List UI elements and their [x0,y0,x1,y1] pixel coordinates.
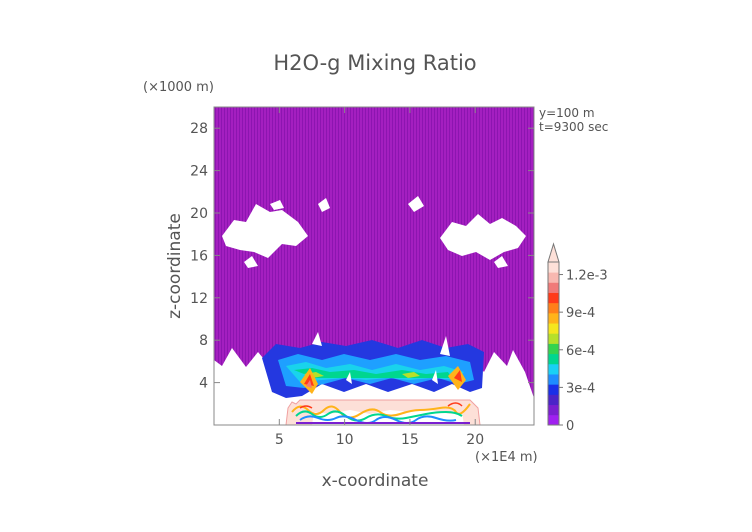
colorbar-tick-label: 6e-4 [566,344,595,359]
upper-moist-layer [214,107,534,398]
colorbar-extend-arrow [547,242,560,263]
colorbar-tick-label: 0 [566,419,574,434]
y-tick-label: 12 [190,291,208,307]
chart-title: H2O-g Mixing Ratio [273,51,476,75]
y-axis-label: z-coordinate [165,213,185,319]
colorbar-tick-label: 1.2e-3 [566,269,608,284]
x-tick-label: 20 [466,432,484,448]
x-axis-label: x-coordinate [322,471,429,491]
colorbar-swatch [548,282,559,293]
colorbar-swatch [548,312,559,324]
y-tick-label: 4 [199,376,208,392]
colorbar-swatch [548,272,559,283]
x-tick-label: 10 [336,432,354,448]
convective-cells [262,332,484,398]
colorbar-swatch [548,353,559,365]
colorbar-swatch [548,384,559,395]
colorbar-swatch [548,302,559,314]
y-tick-label: 16 [190,248,208,264]
colorbar-swatch [548,414,559,426]
y-tick-label: 28 [190,121,208,137]
plot-frame [213,106,535,426]
colorbar-tick-label: 3e-4 [566,381,595,396]
x-axis-ticks: 5 10 15 20 [275,107,484,448]
y-axis-ticks: 4 8 12 16 20 24 28 [190,121,534,392]
colorbar-swatch [548,262,559,273]
colorbar-swatch [548,374,559,385]
surface-core [285,399,481,425]
colorbar-swatch [548,292,559,304]
colorbar-swatch [548,394,559,406]
colorbar: 0 3e-4 6e-4 9e-4 1.2e-3 [547,242,608,434]
colorbar-swatch [548,333,559,344]
y-unit-label: (×1000 m) [143,80,214,95]
colorbar-swatch [548,323,559,334]
x-tick-label: 15 [401,432,419,448]
mixing-ratio-field [214,107,534,425]
colorbar-swatch [548,363,559,375]
colorbar-swatch [548,404,559,416]
y-tick-label: 20 [190,206,208,222]
y-tick-label: 8 [199,333,208,349]
x-tick-label: 5 [275,432,284,448]
annotation-t: t=9300 sec [539,120,608,134]
colorbar-tick-label: 9e-4 [566,306,595,321]
y-tick-label: 24 [190,164,208,180]
annotation-y: y=100 m [539,106,595,120]
colorbar-swatch [548,343,559,355]
x-unit-label: (×1E4 m) [475,450,538,465]
